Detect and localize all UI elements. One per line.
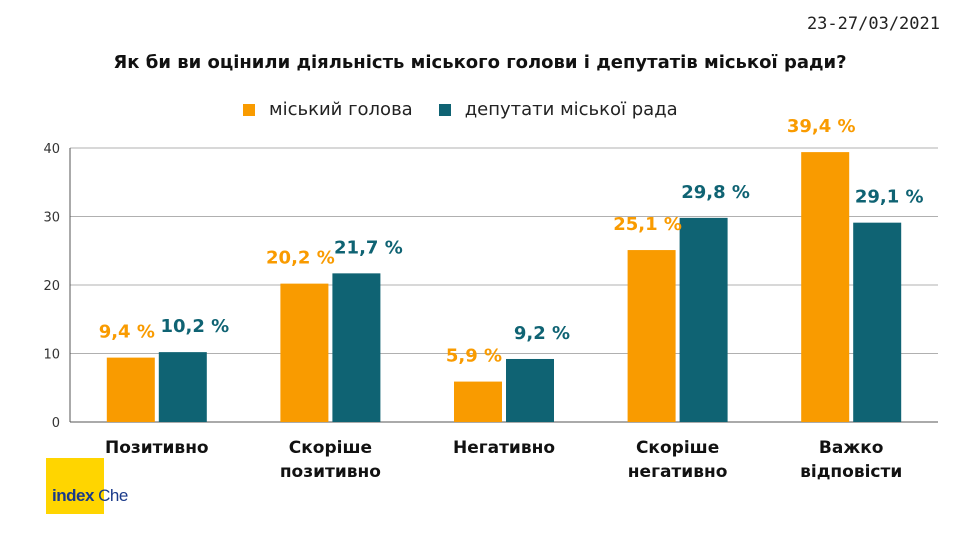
logo-text-che: Che [98, 486, 128, 505]
y-tick-label-0: 0 [52, 416, 60, 431]
legend-item-mayor: міський голова [243, 99, 413, 120]
category-label-4-line1: відповісти [800, 462, 902, 482]
bar-s1-c1 [332, 273, 381, 422]
chart-title: Як би ви оцінили діяльність міського гол… [113, 52, 847, 73]
bar-s1-c0 [158, 352, 207, 422]
bar-s0-c3 [627, 250, 676, 422]
data-label-s0-c3: 25,1 % [613, 214, 682, 235]
category-label-2-line0: Негативно [453, 438, 555, 458]
survey-date: 23-27/03/2021 [806, 14, 940, 34]
logo-text: index Che [52, 486, 128, 506]
category-label-4-line0: Важко [819, 438, 884, 458]
legend-label-mayor: міський голова [269, 99, 413, 120]
bar-s1-c4 [853, 222, 902, 422]
data-label-s0-c2: 5,9 % [446, 346, 502, 367]
data-label-s0-c1: 20,2 % [266, 248, 335, 269]
bar-s1-c2 [506, 358, 554, 422]
category-label-3-line1: негативно [628, 462, 728, 482]
y-tick-label-10: 10 [43, 348, 60, 363]
data-label-s1-c3: 29,8 % [681, 182, 750, 203]
index-che-logo [46, 458, 104, 514]
category-label-3-line0: Скоріше [636, 438, 719, 458]
legend-label-deputies: депутати міської рада [464, 99, 678, 120]
bar-s0-c1 [280, 283, 329, 422]
chart-legend: міський голова депутати міської рада [243, 99, 704, 120]
bar-s0-c2 [454, 381, 502, 422]
logo-text-index: index [52, 486, 94, 505]
data-label-s0-c4: 39,4 % [787, 116, 856, 137]
data-label-s0-c0: 9,4 % [99, 322, 155, 343]
y-tick-label-40: 40 [43, 142, 60, 157]
category-label-1-line0: Скоріше [289, 438, 372, 458]
data-label-s1-c1: 21,7 % [334, 237, 403, 258]
bar-s1-c3 [679, 217, 728, 422]
y-tick-label-20: 20 [43, 279, 60, 294]
legend-item-deputies: депутати міської рада [438, 99, 678, 120]
category-label-0-line0: Позитивно [105, 438, 209, 458]
legend-swatch-deputies [438, 103, 451, 116]
data-label-s1-c0: 10,2 % [160, 316, 229, 337]
legend-swatch-mayor [243, 103, 255, 116]
data-label-s1-c4: 29,1 % [855, 187, 924, 208]
bar-s0-c0 [106, 357, 155, 422]
data-label-s1-c2: 9,2 % [514, 323, 570, 344]
bar-s0-c4 [801, 152, 850, 423]
category-label-1-line1: позитивно [280, 462, 381, 482]
y-tick-label-30: 30 [43, 211, 60, 226]
